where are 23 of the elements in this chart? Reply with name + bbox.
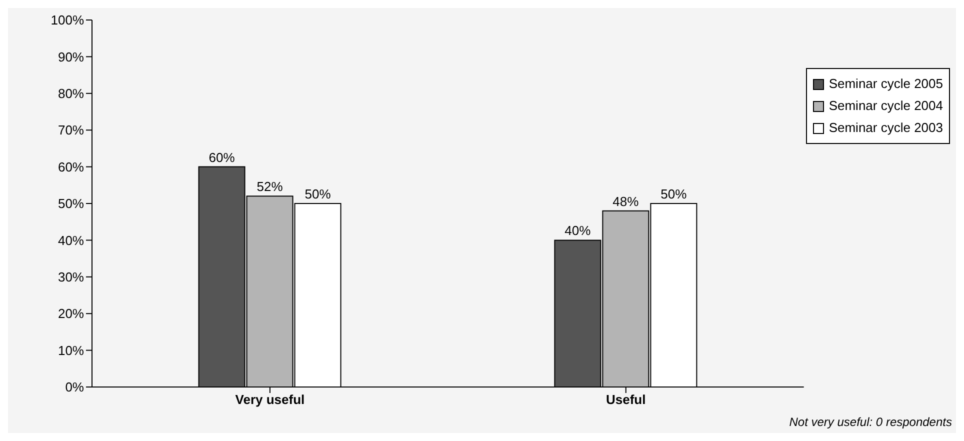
x-tick-label: Very useful <box>235 392 305 408</box>
data-label: 50% <box>660 186 688 202</box>
data-label: 60% <box>208 150 236 165</box>
y-tick-label: 60% <box>58 159 84 174</box>
data-label: 52% <box>256 179 284 194</box>
text: Not very useful: 0 respondents <box>789 415 952 429</box>
legend-label: Seminar cycle 2005 <box>828 75 943 93</box>
y-tick-label: 100% <box>50 12 84 28</box>
y-tick-label: 70% <box>58 122 84 138</box>
y-tick-label: 90% <box>58 49 84 64</box>
y-tick-label: 50% <box>58 196 84 212</box>
y-tick-label: 30% <box>58 270 84 285</box>
data-label: 48% <box>612 194 640 209</box>
data-label: 40% <box>564 223 592 238</box>
legend-label: Seminar cycle 2003 <box>828 119 943 137</box>
y-tick-label: 40% <box>58 232 84 248</box>
y-tick-label: 10% <box>58 342 84 358</box>
y-tick-label: 80% <box>58 86 84 102</box>
data-label: 50% <box>304 186 332 202</box>
y-tick-label: 0% <box>65 380 84 395</box>
x-tick-label: Useful <box>606 392 646 408</box>
y-tick-label: 20% <box>58 306 84 322</box>
legend-label: Seminar cycle 2004 <box>828 97 943 115</box>
